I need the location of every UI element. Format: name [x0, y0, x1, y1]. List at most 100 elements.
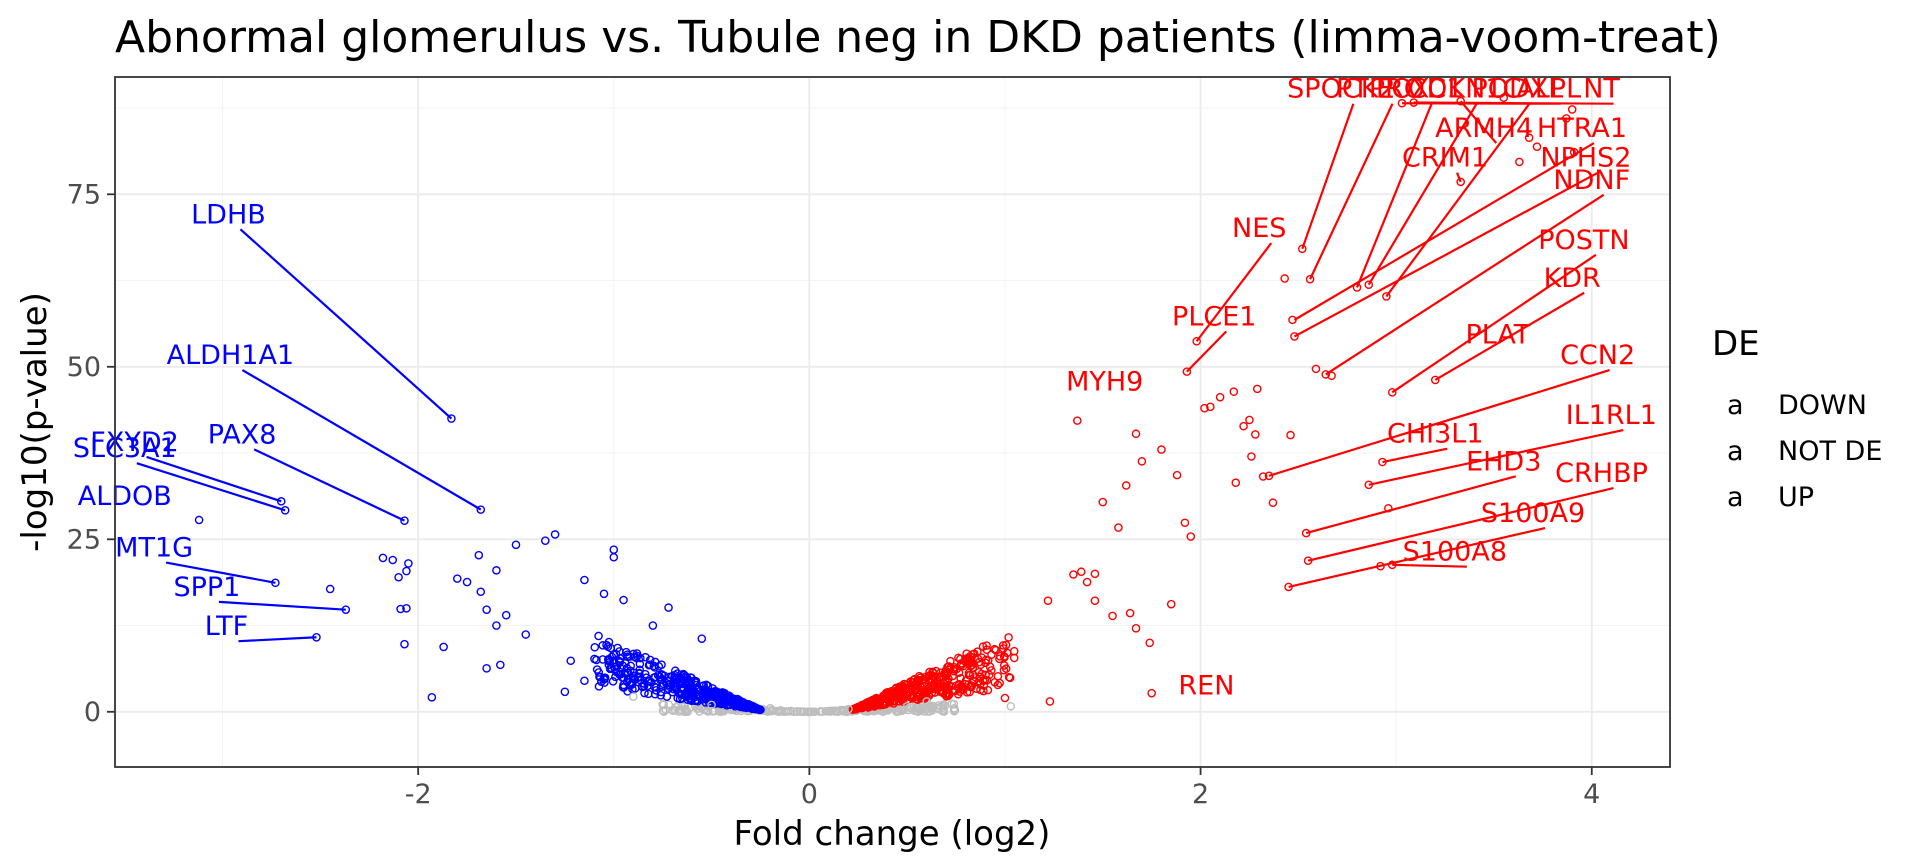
point-not-de	[786, 707, 796, 716]
point-up	[999, 661, 1009, 670]
legend-title: DE	[1712, 324, 1760, 364]
point-up	[1524, 133, 1534, 143]
point-down	[492, 621, 501, 630]
point-up	[928, 667, 937, 677]
point-up	[1131, 624, 1141, 633]
point-up	[1515, 157, 1524, 167]
point-not-de	[793, 707, 802, 716]
gene-label: CCN2	[1560, 340, 1635, 371]
point-down	[656, 690, 666, 700]
point-up	[1073, 416, 1082, 425]
point-down	[675, 689, 684, 698]
point-down	[427, 693, 437, 702]
point-down	[560, 687, 570, 697]
point-down	[394, 572, 403, 582]
gene-label: KDR	[1544, 263, 1601, 294]
point-down	[439, 642, 448, 652]
point-not-de	[765, 704, 775, 713]
point-down	[648, 621, 658, 630]
gene-label: FXYD2	[90, 427, 179, 458]
annotation-leader-line	[1305, 475, 1517, 535]
point-down	[482, 605, 491, 614]
point-down	[194, 515, 204, 525]
point-up	[884, 696, 894, 706]
point-down	[462, 577, 472, 587]
point-up	[1121, 481, 1131, 490]
point-down	[602, 640, 611, 650]
annotation-leader-line	[1434, 291, 1585, 381]
point-up	[1430, 375, 1440, 385]
point-down	[599, 589, 609, 599]
point-up	[965, 652, 975, 661]
gene-label: SLC3A1	[73, 433, 177, 464]
point-up	[1387, 388, 1397, 397]
point-up	[1321, 370, 1331, 379]
point-down	[447, 414, 456, 423]
annotation-leader-line	[1456, 172, 1462, 183]
gene-label: ALDOB	[78, 481, 172, 512]
point-up	[1137, 457, 1147, 466]
annotation-leader-line	[1301, 103, 1355, 250]
point-up	[857, 700, 867, 710]
legend: DE a DOWN a NOT DE a UP	[1712, 324, 1882, 513]
gene-label: NT	[1583, 74, 1620, 105]
point-up	[1567, 105, 1577, 114]
point-down	[635, 659, 645, 669]
point-up	[1258, 472, 1268, 481]
point-down	[641, 652, 650, 662]
x-tick-label: 4	[1583, 779, 1600, 810]
legend-key-not-de: a	[1727, 436, 1744, 467]
point-up	[967, 681, 977, 691]
point-up	[993, 671, 1003, 681]
point-down	[708, 690, 718, 699]
legend-label-down: DOWN	[1778, 390, 1867, 421]
point-down	[635, 665, 645, 675]
annotation-leader-line	[1195, 242, 1273, 342]
point-down	[664, 603, 673, 612]
point-up	[879, 699, 889, 708]
point-up	[943, 684, 953, 694]
point-not-de	[677, 702, 687, 711]
point-up	[1200, 403, 1209, 413]
point-up	[1076, 567, 1086, 577]
annotation-leader-line	[1356, 103, 1433, 288]
gene-label: LTF	[205, 611, 248, 642]
point-down	[650, 682, 659, 692]
point-down	[655, 672, 665, 682]
point-down	[623, 668, 633, 678]
point-not-de	[949, 705, 959, 715]
annotation-leader-line	[1288, 526, 1546, 588]
point-down	[645, 655, 655, 665]
point-not-de	[658, 706, 668, 716]
gene-label: MT1G	[115, 533, 193, 564]
point-up	[1231, 478, 1241, 488]
point-down	[685, 684, 695, 694]
point-down	[609, 552, 619, 562]
point-up	[1114, 523, 1123, 532]
point-down	[396, 604, 405, 614]
point-down	[630, 675, 640, 684]
point-up	[1562, 114, 1571, 123]
point-up	[999, 665, 1009, 675]
annotation-leader-line	[238, 636, 317, 643]
point-down	[700, 686, 709, 696]
point-up	[982, 641, 991, 650]
annotation-leader-line	[1293, 171, 1599, 338]
point-up	[955, 661, 965, 671]
x-axis-title: Fold change (log2)	[734, 814, 1051, 854]
point-down	[691, 678, 701, 687]
gene-label: S100A8	[1403, 537, 1507, 568]
point-up	[1456, 96, 1466, 106]
point-down	[608, 677, 618, 686]
point-down	[753, 705, 763, 714]
y-tick-label: 25	[67, 524, 101, 555]
legend-key-down: a	[1727, 390, 1744, 421]
point-not-de	[922, 697, 932, 706]
point-down	[668, 671, 677, 681]
point-down	[452, 574, 462, 583]
x-tick-label: 2	[1192, 779, 1209, 810]
gene-label: FOXC1	[1376, 74, 1464, 105]
point-not-de	[807, 707, 817, 717]
point-down	[742, 703, 751, 713]
